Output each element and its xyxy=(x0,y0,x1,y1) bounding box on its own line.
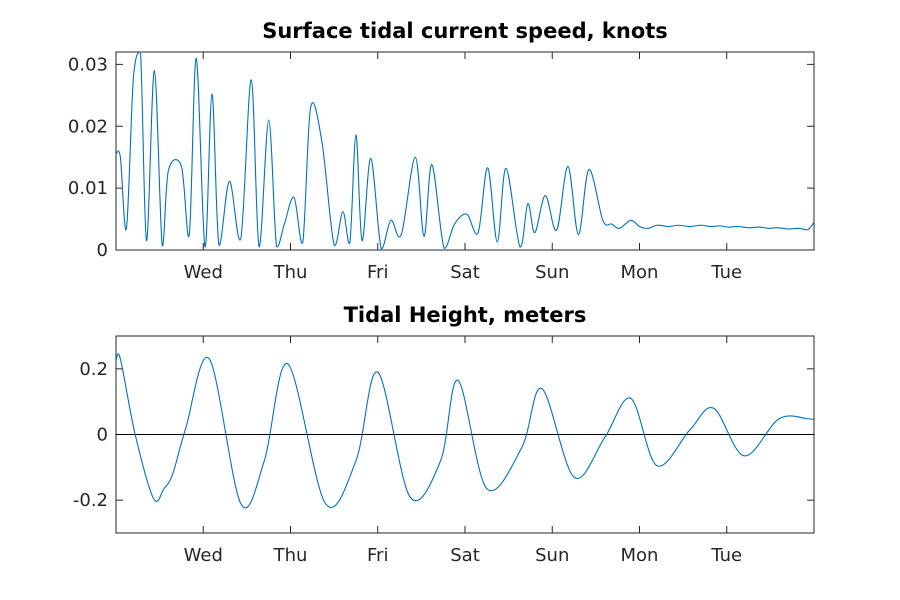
current-speed-ticks xyxy=(116,52,814,251)
tidal-height-panel: Tidal Height, meters -0.2 0 0.2 Wed Thu Fri Sa… xyxy=(73,303,815,566)
tidal-height-series-line xyxy=(115,353,815,509)
current-speed-xtick-label: Fri xyxy=(367,262,388,283)
tidal-height-xtick-label: Fri xyxy=(367,545,388,566)
current-speed-panel: Surface tidal current speed, knots 0 0.01… xyxy=(68,19,815,283)
current-speed-series-line xyxy=(115,51,815,250)
tidal-height-ytick-label: -0.2 xyxy=(73,490,108,511)
tidal-height-ytick-label: 0 xyxy=(97,425,108,446)
current-speed-xtick-label: Sat xyxy=(450,262,480,283)
tidal-height-xtick-label: Tue xyxy=(710,545,742,566)
tidal-height-tick-labels: -0.2 0 0.2 Wed Thu Fri Sat Sun Mon Tue xyxy=(73,359,742,566)
current-speed-title: Surface tidal current speed, knots xyxy=(262,19,668,43)
current-speed-xtick-label: Wed xyxy=(184,262,223,283)
tidal-height-xtick-label: Thu xyxy=(273,545,308,566)
tidal-height-xtick-label: Wed xyxy=(184,545,223,566)
tidal-height-xtick-label: Mon xyxy=(621,545,659,566)
current-speed-xtick-label: Thu xyxy=(273,262,308,283)
tidal-height-ytick-label: 0.2 xyxy=(79,359,108,380)
current-speed-xtick-label: Mon xyxy=(621,262,659,283)
tidal-height-plot-area xyxy=(115,353,815,509)
current-speed-ytick-label: 0.01 xyxy=(68,178,108,199)
current-speed-xtick-label: Tue xyxy=(710,262,742,283)
current-speed-tick-labels: 0 0.01 0.02 0.03 Wed Thu Fri Sat Sun Mon Tue xyxy=(68,54,742,283)
current-speed-xtick-label: Sun xyxy=(535,262,569,283)
current-speed-ytick-label: 0.02 xyxy=(68,116,108,137)
current-speed-ytick-label: 0.03 xyxy=(68,54,108,75)
current-speed-ytick-label: 0 xyxy=(97,240,108,261)
current-speed-plot-area xyxy=(115,51,815,250)
current-speed-axes xyxy=(115,51,815,251)
tidal-height-xtick-label: Sun xyxy=(535,545,569,566)
tidal-height-title: Tidal Height, meters xyxy=(344,303,587,327)
tidal-height-xtick-label: Sat xyxy=(450,545,480,566)
